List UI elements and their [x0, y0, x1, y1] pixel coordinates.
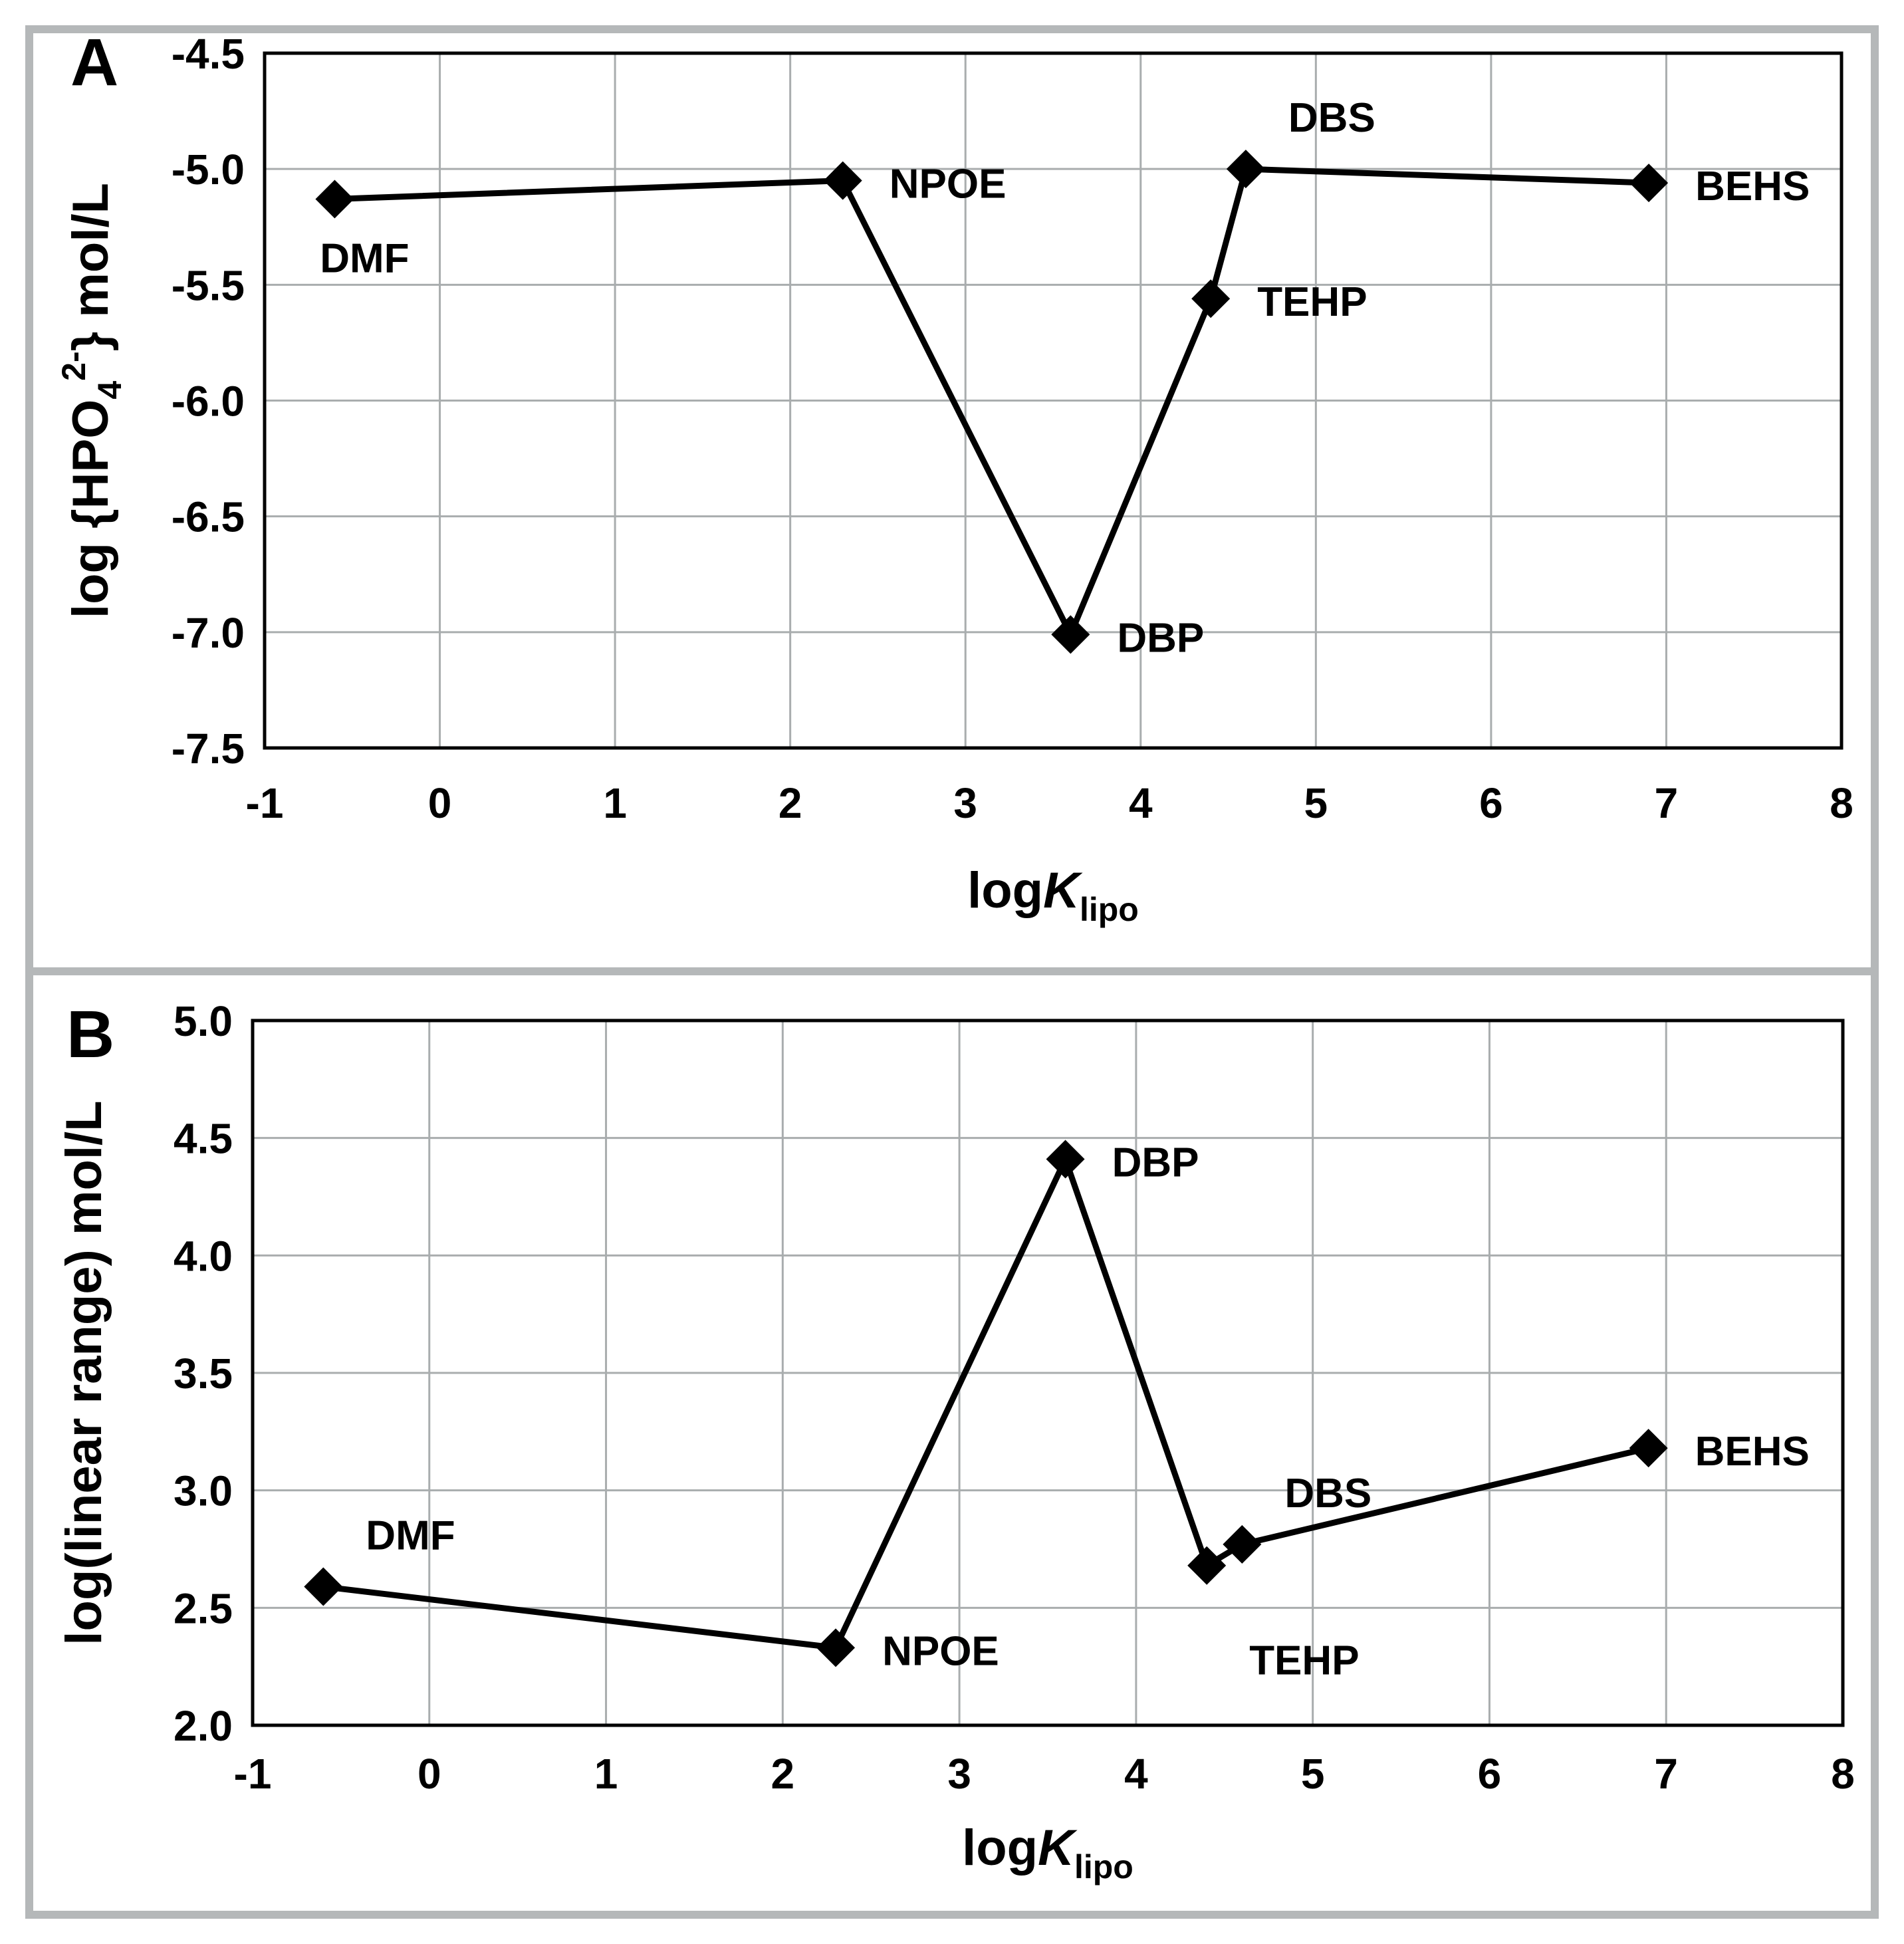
- panel-a-y-tick-label: -5.5: [172, 261, 245, 309]
- panel-b-x-tick-label: -1: [234, 1750, 272, 1798]
- panel-a-data-point-behs: [1629, 164, 1669, 203]
- panel-a-y-tick-label: -7.0: [172, 609, 245, 657]
- panel-a-data-point-dmf: [315, 180, 354, 219]
- panel-a-x-tick-label: 2: [778, 779, 802, 827]
- panel-b-x-tick-label: 6: [1478, 1750, 1502, 1798]
- panel-b-series-line: [322, 1155, 1649, 1651]
- panel-b-data-point-dbs: [1223, 1524, 1262, 1564]
- panel-a-y-axis-title: log {HPO42-} mol/L: [55, 183, 128, 618]
- panel-a-x-tick-label: 6: [1479, 779, 1503, 827]
- panel-b-y-tick-label: 2.0: [174, 1702, 233, 1750]
- panel-b-y-tick-label: 4.5: [174, 1115, 233, 1163]
- panel-a-plot-border: [263, 51, 1844, 750]
- panel-a-point-label-npoe: NPOE: [890, 162, 1007, 207]
- panel-a-y-tick-label: -6.5: [172, 493, 245, 541]
- panel-b-x-tick-label: 7: [1654, 1750, 1678, 1798]
- panel-b-x-tick-label: 1: [594, 1750, 618, 1798]
- panel-a-x-tick-label: 3: [953, 779, 977, 827]
- panel-a-data-point-npoe: [823, 161, 862, 200]
- panel-b-x-tick-label: 4: [1124, 1750, 1148, 1798]
- panel-b-x-tick-label: 8: [1831, 1750, 1855, 1798]
- panel-b-point-label-dbp: DBP: [1112, 1140, 1199, 1185]
- panel-b-y-tick-label: 2.5: [174, 1584, 233, 1632]
- panel-b-point-label-behs: BEHS: [1695, 1429, 1810, 1475]
- panel-b-y-tick-label: 3.5: [174, 1350, 233, 1397]
- panel-b-point-label-dbs: DBS: [1284, 1471, 1371, 1517]
- panel-b-x-tick-label: 2: [771, 1750, 795, 1798]
- panel-a-point-label-dbp: DBP: [1117, 615, 1204, 661]
- panel-a-y-tick-label: -6.0: [172, 378, 245, 425]
- panel-b-y-tick-label: 5.0: [174, 997, 233, 1045]
- panel-b-data-point-tehp: [1187, 1546, 1227, 1585]
- panel-letter-a: A: [70, 25, 118, 100]
- panel-a-x-tick-label: 5: [1304, 779, 1328, 827]
- panel-b-data-point-npoe: [816, 1628, 856, 1667]
- panel-b-point-label-dmf: DMF: [366, 1513, 455, 1559]
- panel-b-x-tick-label: 3: [947, 1750, 971, 1798]
- panel-a-point-label-behs: BEHS: [1695, 164, 1810, 209]
- panel-a-point-label-dbs: DBS: [1288, 95, 1375, 141]
- panel-b-y-tick-label: 4.0: [174, 1232, 233, 1280]
- panel-b-x-axis-title: logKlipo: [962, 1820, 1133, 1885]
- panel-b-y-axis-title: log(linear range) mol/L: [56, 1100, 112, 1645]
- panel-a-data-point-tehp: [1191, 279, 1231, 318]
- panel-a-data-point-dbp: [1051, 615, 1090, 654]
- panel-a-data-point-dbs: [1226, 150, 1265, 189]
- panel-a-y-tick-label: -4.5: [172, 30, 245, 78]
- panel-a-x-tick-label: 1: [603, 779, 627, 827]
- panel-a-x-tick-label: 7: [1655, 779, 1679, 827]
- panel-b-x-tick-label: 0: [417, 1750, 441, 1798]
- panel-b-data-point-behs: [1629, 1429, 1668, 1468]
- panel-b-plot-border: [251, 1019, 1845, 1727]
- panel-b-point-label-npoe: NPOE: [882, 1628, 999, 1674]
- panel-a-y-tick-label: -7.5: [172, 725, 245, 773]
- panel-b-y-tick-label: 3.0: [174, 1467, 233, 1515]
- panel-b-point-label-tehp: TEHP: [1249, 1638, 1359, 1684]
- panel-b-data-point-dmf: [304, 1567, 343, 1606]
- panel-a-x-tick-label: 8: [1830, 779, 1853, 827]
- panel-a-x-tick-label: -1: [246, 779, 284, 827]
- panel-a-y-tick-label: -5.0: [172, 146, 245, 193]
- panel-a-x-axis-title: logKlipo: [967, 862, 1139, 928]
- panel-a-x-tick-label: 0: [428, 779, 452, 827]
- panel-a-series-line: [334, 166, 1649, 638]
- panel-b-data-point-dbp: [1046, 1140, 1085, 1179]
- panel-letter-b: B: [66, 997, 114, 1072]
- panel-a-point-label-dmf: DMF: [320, 235, 409, 281]
- panel-a-x-tick-label: 4: [1129, 779, 1153, 827]
- panel-b-x-tick-label: 5: [1301, 1750, 1325, 1798]
- panel-a-point-label-tehp: TEHP: [1257, 279, 1367, 325]
